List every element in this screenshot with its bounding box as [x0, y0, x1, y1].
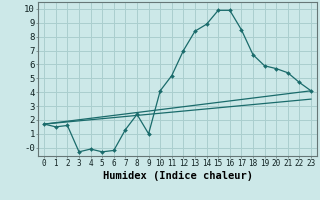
X-axis label: Humidex (Indice chaleur): Humidex (Indice chaleur) — [103, 171, 252, 181]
